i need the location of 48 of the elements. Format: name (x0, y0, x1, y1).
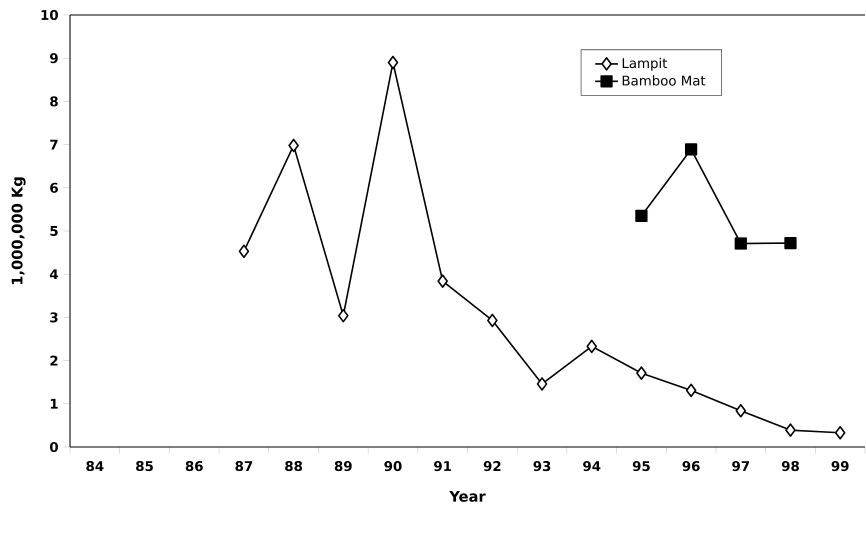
x-tick-label: 88 (285, 461, 302, 472)
point (734, 237, 747, 250)
x-tick-label: 87 (235, 461, 252, 472)
x-tick-label: 84 (86, 461, 104, 472)
y-tick-label: 0 (50, 442, 58, 452)
y-axis-title: 1,000,000 Kg (12, 177, 26, 284)
x-tick-label: 85 (136, 461, 153, 472)
point (784, 236, 797, 250)
y-tick-label: 4 (50, 269, 58, 280)
point (338, 308, 349, 322)
legend-label: Bamboo Mat (622, 75, 706, 86)
point (735, 404, 746, 418)
point (437, 274, 448, 288)
x-tick-label: 95 (632, 461, 650, 472)
x-tick-label: 92 (484, 461, 500, 472)
x-tick-label: 89 (334, 461, 352, 472)
x-tick-label: 86 (186, 461, 203, 472)
point (684, 143, 698, 156)
x-tick-label: 96 (682, 461, 700, 472)
y-tick-label: 10 (42, 10, 58, 20)
y-tick-label: 1 (50, 398, 58, 409)
y-tick-label: 6 (50, 182, 58, 193)
x-tick-label: 98 (782, 461, 799, 472)
y-tick-label: 9 (50, 53, 58, 64)
point (238, 244, 250, 258)
point (785, 423, 796, 437)
x-tick-label: 91 (434, 461, 452, 472)
x-tick-label: 90 (384, 461, 402, 472)
point (536, 377, 548, 391)
y-tick-label: 2 (50, 356, 58, 366)
point (487, 314, 498, 328)
point (288, 138, 299, 152)
x-tick-label: 97 (732, 461, 750, 472)
point (388, 56, 398, 70)
y-tick-label: 8 (50, 96, 58, 106)
x-tick-label: 93 (533, 461, 550, 472)
x-axis-title: Year (449, 490, 486, 502)
point (686, 384, 696, 398)
y-tick-label: 3 (50, 312, 58, 322)
x-tick-label: 99 (832, 461, 849, 472)
point (586, 340, 598, 354)
x-tick-label: 94 (583, 461, 600, 472)
legend-label: Lampit (622, 58, 668, 71)
point (636, 366, 647, 380)
point (635, 210, 648, 222)
y-tick-label: 5 (50, 226, 58, 236)
point (834, 426, 846, 440)
y-tick-label: 7 (50, 140, 58, 150)
